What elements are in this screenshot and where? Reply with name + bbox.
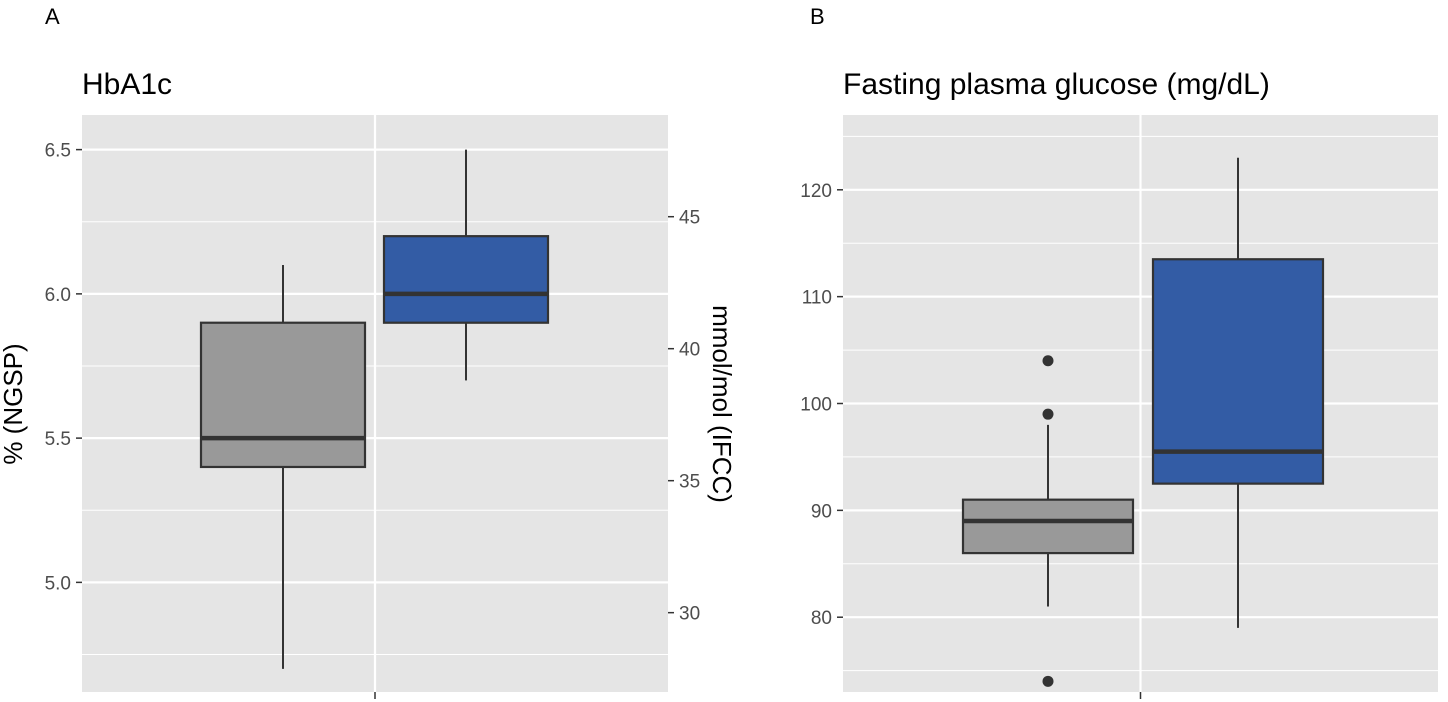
- y-tick-label: 6.0: [45, 285, 71, 306]
- panel-b: B Fasting plasma glucose (mg/dL) 80 90 100…: [800, 4, 1438, 699]
- y-tick-label: 90: [811, 501, 832, 522]
- outlier-point: [1042, 408, 1054, 420]
- gridlines-a: [82, 115, 668, 692]
- chart-title-hba1c: HbA1c: [82, 68, 172, 101]
- boxes-b: [961, 157, 1325, 687]
- box: [199, 321, 367, 469]
- panel-label-a: A: [45, 4, 60, 29]
- boxes-a: [199, 149, 550, 669]
- y-tick-label: 5.0: [45, 573, 71, 594]
- y-axis-a: 5.0 5.5 6.0 6.5: [45, 141, 82, 594]
- y2-tick-label: 30: [679, 604, 700, 625]
- box: [1151, 258, 1325, 485]
- y2-axis-a: 30 35 40 45: [668, 208, 700, 625]
- gridlines-b: [843, 115, 1438, 692]
- box: [961, 498, 1135, 555]
- y-axis-b: 80 90 100 110 120: [800, 181, 843, 629]
- panel-label-b: B: [810, 4, 825, 29]
- box: [382, 235, 550, 324]
- y-tick-label: 6.5: [45, 141, 71, 162]
- y-axis-label-a: % (NGSP): [0, 343, 28, 464]
- y-tick-label: 100: [800, 395, 832, 416]
- outlier-point: [1042, 675, 1054, 687]
- outlier-point: [1042, 355, 1054, 367]
- y2-tick-label: 40: [679, 340, 700, 361]
- y-tick-label: 80: [811, 608, 832, 629]
- y-tick-label: 120: [800, 181, 832, 202]
- chart-title-fasting-glucose: Fasting plasma glucose (mg/dL): [843, 68, 1270, 101]
- y-tick-label: 5.5: [45, 429, 71, 450]
- y-tick-label: 110: [802, 288, 832, 309]
- y2-axis-label-a: mmol/mol (IFCC): [707, 305, 737, 503]
- panel-a: A HbA1c 5.0 5.5 6.0 6.5 30 35 40 45 % (NGSP) m…: [0, 4, 737, 699]
- y2-tick-label: 45: [679, 208, 700, 229]
- y2-tick-label: 35: [679, 472, 700, 493]
